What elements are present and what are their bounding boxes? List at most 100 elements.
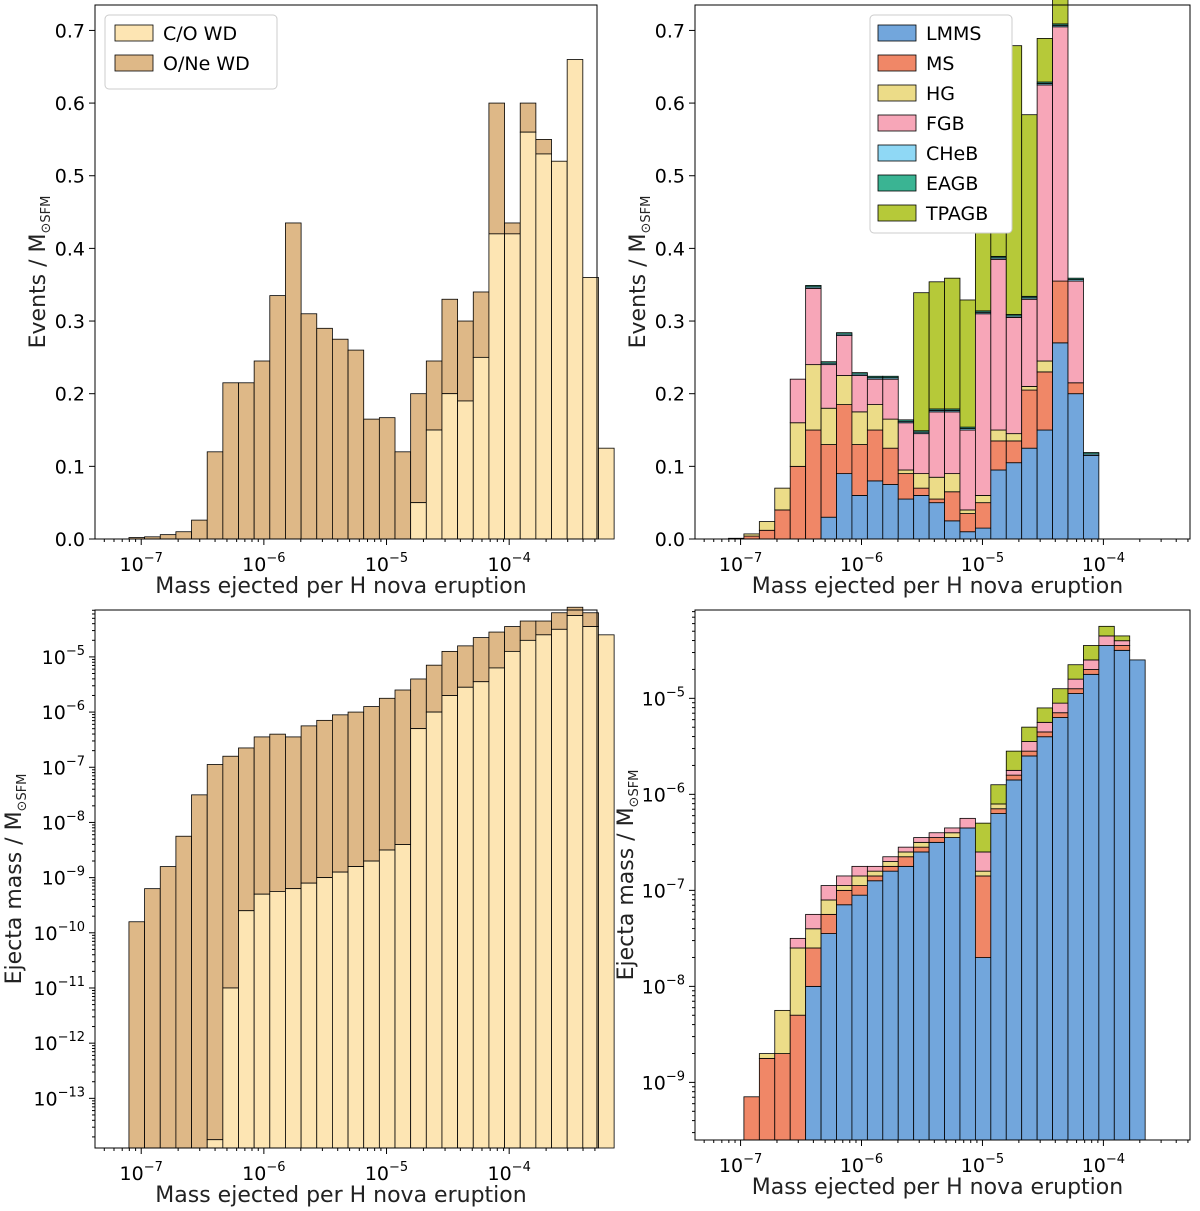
x-tick-label-exp: −4: [512, 1160, 531, 1175]
x-tick-label-exp: −5: [389, 551, 408, 566]
x-tick-label: 10−5: [365, 551, 408, 576]
bar-fgb: [820, 364, 837, 409]
bar-lmms: [974, 957, 992, 1141]
bar-co-wd: [206, 1139, 224, 1149]
bar-lmms: [913, 495, 930, 540]
y-tick-label: 0.1: [655, 456, 685, 478]
bar-lmms: [913, 851, 930, 1141]
bar-ms: [1052, 280, 1069, 344]
bar-ms: [774, 1053, 791, 1141]
bar-hg: [913, 841, 930, 848]
x-tick-label: 10−5: [961, 551, 1004, 576]
bar-ms: [1067, 688, 1084, 694]
bar-one-wd: [253, 736, 271, 895]
y-tick-label: 0.5: [55, 166, 85, 188]
bar-ms: [851, 885, 868, 896]
bar-co-wd: [410, 728, 427, 1149]
bar-ms: [789, 465, 807, 540]
y-axis-label-sub: ⊙SFM: [639, 196, 654, 234]
y-tick-label-exp: −5: [666, 685, 685, 700]
bar-fgb: [913, 837, 930, 843]
y-tick-label: 10−5: [642, 685, 685, 710]
bar-tpagb: [1052, 688, 1069, 704]
bar-co-wd: [394, 844, 412, 1149]
bar-hg: [774, 487, 791, 511]
bar-co-wd: [566, 59, 584, 540]
bar-ms: [836, 889, 853, 906]
bar-fgb: [836, 335, 853, 376]
bar-hg: [944, 832, 961, 838]
bar-one-wd: [472, 637, 490, 683]
bar-one-wd: [488, 102, 505, 235]
y-tick-label: 10−8: [42, 809, 85, 834]
bar-tpagb: [944, 277, 961, 410]
bar-lmms: [897, 865, 915, 1141]
y-tick-label: 10−11: [33, 975, 85, 1000]
y-tick-label-exp: −10: [58, 920, 85, 935]
legend-swatch: [877, 174, 917, 192]
bar-tpagb: [928, 281, 945, 410]
x-axis-label: Mass ejected per H nova eruption: [752, 1175, 1123, 1200]
bar-fgb: [1021, 741, 1038, 752]
bar-ms: [944, 491, 961, 522]
bar-co-wd: [535, 634, 552, 1149]
bar-one-wd: [206, 764, 224, 1141]
bar-co-wd: [425, 711, 443, 1149]
bar-lmms: [882, 870, 899, 1141]
bar-tpagb: [1021, 726, 1038, 742]
y-tick-label-exp: −11: [58, 975, 85, 990]
bar-one-wd: [519, 620, 537, 641]
bar-fgb: [789, 378, 807, 424]
x-tick-label-base: 10: [961, 1155, 985, 1177]
bar-fgb: [959, 817, 976, 829]
bar-hg: [944, 473, 961, 493]
bar-one-wd: [504, 222, 521, 235]
bar-fgb: [851, 865, 868, 877]
y-tick-label-base: 10: [42, 702, 66, 724]
bar-fgb: [805, 913, 822, 930]
bar-one-wd: [159, 534, 177, 540]
y-tick-label: 0.4: [655, 238, 685, 260]
y-tick-label-base: 10: [642, 784, 666, 806]
bar-ms: [928, 498, 945, 504]
y-tick-label: 10−8: [642, 973, 685, 998]
bar-fgb: [1067, 678, 1084, 690]
y-tick-label: 10−6: [42, 699, 85, 724]
bar-ms: [1005, 774, 1023, 781]
legend-label: O/Ne WD: [163, 53, 250, 75]
legend-label: LMMS: [926, 23, 981, 45]
bar-one-wd: [425, 360, 443, 431]
legend-label: EAGB: [926, 173, 978, 195]
y-tick-label-exp: −8: [666, 973, 685, 988]
bar-lmms: [1005, 462, 1023, 540]
bar-ms: [836, 404, 853, 475]
bar-co-wd: [551, 628, 568, 1149]
y-tick-label: 0.7: [655, 20, 685, 42]
bar-hg: [1005, 433, 1023, 442]
legend-label: CHeB: [926, 143, 978, 165]
x-tick-label: 10−4: [1082, 551, 1125, 576]
y-tick-label: 10−12: [33, 1030, 85, 1055]
x-tick-label-exp: −5: [389, 1160, 408, 1175]
y-tick-label-exp: −5: [66, 644, 85, 659]
bar-one-wd: [238, 747, 255, 912]
bar-one-wd: [222, 382, 239, 540]
y-tick-label-base: 10: [42, 757, 66, 779]
x-tick-label-exp: −6: [864, 1152, 883, 1167]
bar-hg: [758, 521, 776, 531]
y-axis-label-main: Events / M: [26, 233, 51, 348]
bar-tpagb: [1083, 645, 1100, 661]
x-tick-label: 10−7: [120, 551, 163, 576]
bar-ms: [866, 875, 884, 882]
bar-ms: [913, 846, 930, 853]
bar-fgb: [882, 378, 899, 420]
bar-hg: [913, 473, 930, 489]
bar-co-wd: [504, 650, 521, 1149]
bar-fgb: [944, 827, 961, 834]
bar-fgb: [897, 422, 915, 471]
bar-hg: [882, 861, 899, 867]
legend: LMMS MS HG FGB CHeB EAGB TPAGB: [869, 14, 1013, 234]
x-tick-label-base: 10: [242, 554, 266, 576]
